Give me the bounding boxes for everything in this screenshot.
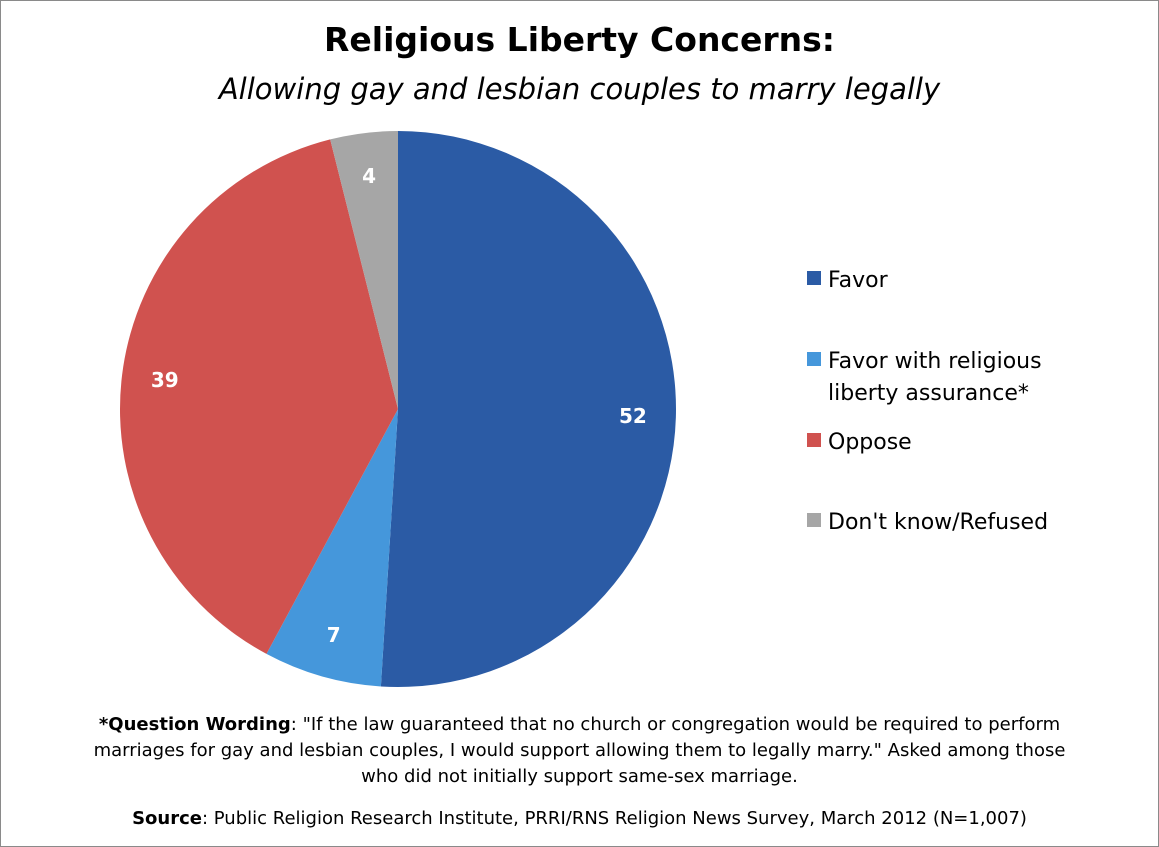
source-text: : Public Religion Research Institute, PR… [201, 808, 1027, 829]
chart-subtitle: Allowing gay and lesbian couples to marr… [218, 72, 941, 106]
question-wording-footnote: *Question Wording: "If the law guarantee… [18, 712, 1141, 790]
legend-label-favor: Favor [828, 268, 888, 293]
legend-label-favor-with-assurance-line1: Favor with religious [828, 349, 1042, 374]
legend-swatch-favor-with-assurance [807, 352, 821, 366]
pie-slice-label-0: 52 [619, 404, 647, 428]
pie-slice-3 [330, 131, 398, 409]
pie-slice-label-3: 4 [362, 164, 376, 188]
source-note: Source: Public Religion Research Institu… [0, 806, 1159, 832]
footnote-text-1: : "If the law guaranteed that no church … [290, 714, 1061, 735]
legend-label-oppose: Oppose [828, 430, 912, 455]
source-label: Source [132, 808, 202, 829]
pie-slice-2 [119, 139, 399, 654]
pie-slice-1 [266, 409, 398, 687]
footnote-label: *Question Wording [98, 714, 291, 735]
legend-swatch-oppose [807, 433, 821, 447]
footnote-line-3: who did not initially support same-sex m… [361, 766, 798, 787]
legend-swatch-dont-know [807, 513, 821, 527]
legend-swatch-favor [807, 271, 821, 285]
footnote-line-1: *Question Wording: "If the law guarantee… [18, 712, 1141, 738]
footnote-line-2: marriages for gay and lesbian couples, I… [93, 740, 1066, 761]
chart-title: Religious Liberty Concerns: [324, 20, 835, 59]
legend-label-favor-with-assurance-line2: liberty assurance* [828, 381, 1029, 406]
pie-slice-0 [380, 131, 676, 687]
pie-slice-label-2: 39 [151, 368, 179, 392]
legend-label-dont-know: Don't know/Refused [828, 510, 1049, 535]
pie-slice-label-1: 7 [327, 623, 341, 647]
